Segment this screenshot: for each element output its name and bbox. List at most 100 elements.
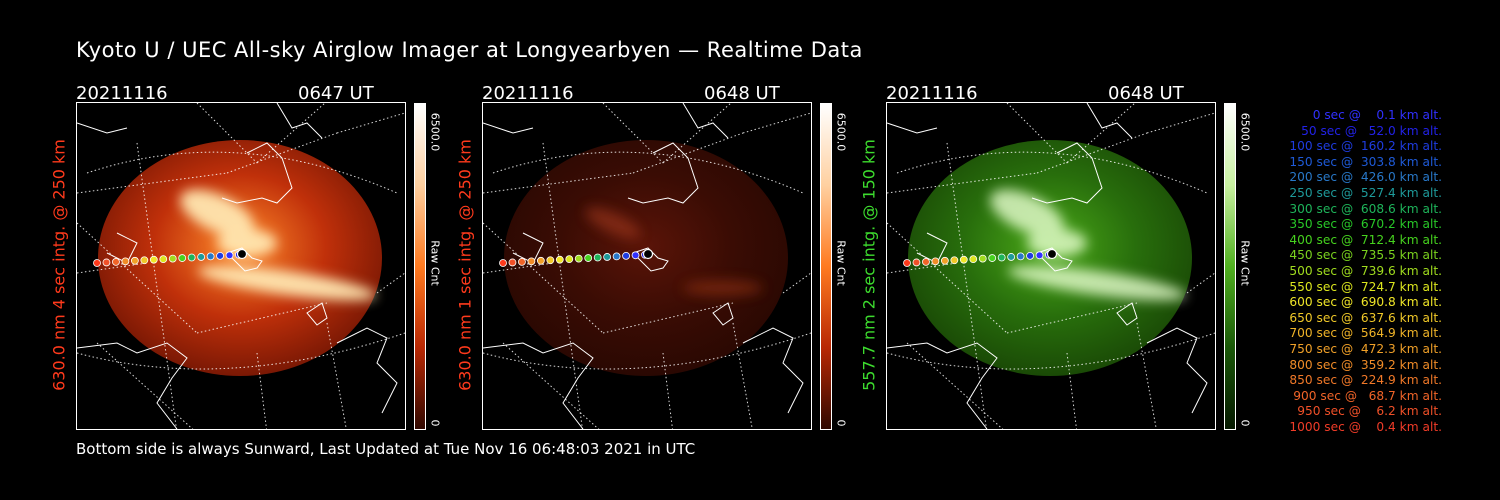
colorbar-max: 6500.0 <box>428 107 442 157</box>
track-point <box>912 258 921 267</box>
legend-row: 1000 sec @ 0.4 km alt. <box>1289 419 1442 434</box>
colorbar-min: 0 <box>428 417 442 429</box>
track-point <box>631 251 640 260</box>
track-point <box>149 255 158 264</box>
legend-row: 200 sec @ 426.0 km alt. <box>1289 170 1442 185</box>
panel-ylabel-text: 557.7 nm 2 sec intg. @ 150 km <box>859 139 879 391</box>
track-point <box>574 254 583 263</box>
panel-time: 0647 UT <box>298 83 374 104</box>
legend-row: 650 sec @ 637.6 km alt. <box>1289 310 1442 325</box>
colorbar <box>1224 103 1236 430</box>
colorbar-min-text: 0 <box>428 419 442 427</box>
track-point <box>555 255 564 264</box>
allsky-image <box>76 102 406 430</box>
track-point <box>140 256 149 265</box>
colorbar-max: 6500.0 <box>1238 107 1252 157</box>
track-point <box>546 256 555 265</box>
legend-row: 600 sec @ 690.8 km alt. <box>1289 295 1442 310</box>
legend-row: 700 sec @ 564.9 km alt. <box>1289 326 1442 341</box>
track-point <box>922 257 930 266</box>
track-point <box>527 257 536 266</box>
colorbar-unit-text: Raw Cnt <box>834 240 848 286</box>
track-point <box>969 255 978 264</box>
colorbar-unit-text: Raw Cnt <box>1238 240 1252 286</box>
track-point <box>159 255 168 264</box>
panel-ylabel-text: 630.0 nm 4 sec intg. @ 250 km <box>49 139 69 391</box>
legend-row: 800 sec @ 359.2 km alt. <box>1289 357 1442 372</box>
colorbar-min-text: 0 <box>1238 419 1252 427</box>
legend-row: 50 sec @ 52.0 km alt. <box>1301 123 1442 138</box>
colorbar-min: 0 <box>1238 417 1252 429</box>
map-grid <box>77 103 405 429</box>
panel-date: 20211116 <box>482 83 574 104</box>
colorbar <box>820 103 832 430</box>
allsky-panel-2: 20211116 0648 UT 630.0 nm 1 sec intg. @ … <box>456 83 902 433</box>
colorbar-min: 0 <box>834 417 848 429</box>
track-point <box>197 253 206 261</box>
track-point <box>612 252 621 261</box>
colorbar-max-text: 6500.0 <box>1238 112 1252 152</box>
track-point <box>959 255 968 264</box>
track-point <box>997 253 1006 262</box>
allsky-panel-1: 20211116 0647 UT 630.0 nm 4 sec intg. @ … <box>50 83 496 433</box>
colorbar-max: 6500.0 <box>834 107 848 157</box>
track-point <box>102 258 111 267</box>
legend-row: 300 sec @ 608.6 km alt. <box>1289 201 1442 216</box>
colorbar-max-text: 6500.0 <box>428 112 442 152</box>
track-point <box>978 254 987 263</box>
colorbar-unit: Raw Cnt <box>1238 233 1252 293</box>
track-point <box>988 254 997 262</box>
track-point <box>112 257 120 266</box>
legend-row: 0 sec @ 0.1 km alt. <box>1312 108 1442 122</box>
legend-row: 550 sec @ 724.7 km alt. <box>1289 279 1442 294</box>
colorbar-max-text: 6500.0 <box>834 112 848 152</box>
legend-row: 850 sec @ 224.9 km alt. <box>1289 373 1442 388</box>
track-point <box>168 254 177 263</box>
track-point <box>950 256 959 265</box>
legend-row: 900 sec @ 68.7 km alt. <box>1293 388 1442 403</box>
track-point <box>508 258 517 267</box>
trajectory-legend: 0 sec @ 0.1 km alt. 50 sec @ 52.0 km alt.… <box>1262 108 1442 435</box>
track-point <box>903 259 911 267</box>
legend-row: 450 sec @ 735.5 km alt. <box>1289 248 1442 263</box>
panel-date: 20211116 <box>886 83 978 104</box>
allsky-panel-3: 20211116 0648 UT 557.7 nm 2 sec intg. @ … <box>860 83 1306 433</box>
aurora-emission <box>585 207 763 296</box>
coastline <box>77 103 398 429</box>
coastline <box>887 103 1208 429</box>
track-point <box>93 259 101 267</box>
track-point <box>518 257 526 266</box>
legend-row: 950 sec @ 6.2 km alt. <box>1297 404 1442 419</box>
coastline <box>483 103 804 429</box>
track-point <box>178 254 187 262</box>
map-grid <box>483 103 811 429</box>
panel-time: 0648 UT <box>704 83 780 104</box>
legend-row: 150 sec @ 303.8 km alt. <box>1289 154 1442 169</box>
allsky-image <box>482 102 812 430</box>
track-point <box>206 252 215 261</box>
page-title: Kyoto U / UEC All-sky Airglow Imager at … <box>76 38 863 62</box>
track-point <box>593 253 602 262</box>
satellite-track <box>903 248 1058 267</box>
colorbar <box>414 103 426 430</box>
track-point <box>225 251 234 260</box>
colorbar-unit: Raw Cnt <box>834 233 848 293</box>
aurora-emission <box>179 189 377 301</box>
map-grid <box>887 103 1215 429</box>
track-point <box>1007 253 1016 261</box>
colorbar-unit-text: Raw Cnt <box>428 240 442 286</box>
track-point <box>536 256 545 265</box>
track-point <box>940 256 949 265</box>
aurora-emission <box>989 189 1187 301</box>
track-point <box>187 253 196 262</box>
allsky-image <box>886 102 1216 430</box>
track-point <box>622 251 630 260</box>
track-point <box>1016 252 1025 261</box>
track-point <box>121 257 130 266</box>
station-marker <box>236 248 248 260</box>
colorbar-min-text: 0 <box>834 419 848 427</box>
track-point <box>130 256 139 265</box>
colorbar-unit: Raw Cnt <box>428 233 442 293</box>
track-point <box>603 253 612 261</box>
track-point <box>584 254 593 262</box>
